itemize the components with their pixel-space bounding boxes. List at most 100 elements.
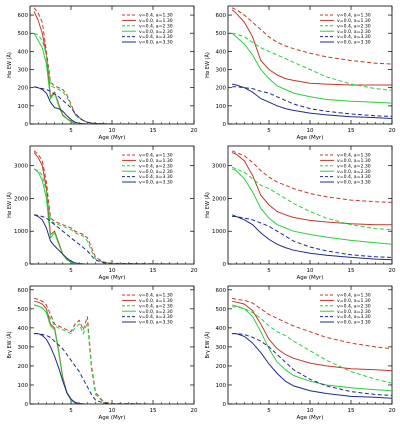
y-tick-label: 0 [223, 122, 227, 128]
series-line-4 [231, 168, 392, 245]
legend-entry: v=0.4, a=1.30 [337, 153, 371, 159]
y-axis-label: Hα EW (Å) [6, 192, 13, 218]
y-tick-label: 500 [18, 31, 29, 37]
x-tick-label: 10 [307, 128, 314, 134]
series-line-4 [231, 304, 392, 392]
x-tick-label: 20 [191, 128, 198, 134]
series-line-2 [231, 152, 392, 226]
x-tick-label: 5 [69, 268, 73, 274]
series-line-1 [231, 150, 392, 203]
y-tick-label: 100 [216, 383, 227, 389]
legend-entry: v=0.4, a=1.30 [139, 293, 173, 299]
y-axis-label: Brγ EW (Å) [6, 331, 13, 358]
series-line-1 [231, 297, 392, 350]
x-tick-label: 5 [267, 408, 271, 414]
y-tick-label: 300 [216, 345, 227, 351]
y-tick-label: 300 [18, 345, 29, 351]
series-line-1 [231, 7, 392, 65]
series-line-6 [232, 333, 392, 399]
legend: v=0.4, a=1.30v=0.0, a=1.30v=0.4, a=2.30v… [320, 13, 371, 46]
x-axis-label: Age (Myr) [99, 275, 126, 281]
y-tick-label: 200 [18, 364, 29, 370]
legend-entry: v=0.0, a=3.30 [337, 320, 371, 326]
x-tick-label: 10 [109, 268, 116, 274]
series-line-6 [33, 214, 194, 264]
x-tick-label: 20 [191, 408, 198, 414]
series-line-4 [33, 32, 194, 124]
series-line-2 [231, 9, 392, 86]
y-tick-label: 500 [216, 307, 227, 313]
series-group [231, 150, 392, 261]
legend-entry: v=0.0, a=1.30 [337, 18, 371, 24]
series-line-3 [231, 166, 392, 231]
x-tick-label: 5 [69, 408, 73, 414]
series-line-6 [231, 83, 392, 120]
legend-entry: v=0.4, a=2.30 [337, 303, 371, 309]
legend-entry: v=0.0, a=3.30 [139, 180, 173, 186]
y-tick-label: 600 [216, 288, 227, 294]
legend-entry: v=0.4, a=2.30 [337, 163, 371, 169]
x-tick-label: 15 [348, 408, 355, 414]
legend-entry: v=0.4, a=2.30 [139, 163, 173, 169]
x-tick-label: 10 [109, 408, 116, 414]
y-tick-label: 600 [18, 13, 29, 19]
y-tick-label: 0 [223, 402, 227, 408]
y-tick-label: 0 [25, 402, 29, 408]
legend-entry: v=0.0, a=2.30 [139, 29, 173, 35]
series-line-4 [33, 304, 194, 404]
legend-entry: v=0.4, a=1.30 [139, 153, 173, 159]
y-tick-label: 500 [18, 307, 29, 313]
y-tick-label: 2000 [212, 196, 226, 202]
series-line-6 [33, 86, 194, 124]
legend-entry: v=0.0, a=3.30 [337, 180, 371, 186]
x-tick-label: 15 [150, 128, 157, 134]
y-tick-label: 100 [18, 383, 29, 389]
chart-panel-3: 5 10 15 20 0 1000 2000 3000 Age (Myr) Hα EW (Å) v=… [6, 145, 198, 281]
x-tick-label: 20 [191, 268, 198, 274]
x-axis-label: Age (Myr) [297, 135, 324, 141]
y-tick-label: 300 [216, 68, 227, 74]
x-tick-label: 10 [307, 408, 314, 414]
series-group [231, 297, 392, 399]
y-tick-label: 300 [18, 68, 29, 74]
x-axis-label: Age (Myr) [297, 415, 324, 421]
x-axis-label: Age (Myr) [99, 415, 126, 421]
y-tick-label: 600 [216, 13, 227, 19]
y-tick-label: 100 [216, 104, 227, 110]
y-axis-label: Hα EW (Å) [6, 52, 13, 78]
x-tick-label: 15 [150, 408, 157, 414]
x-tick-label: 5 [267, 128, 271, 134]
y-tick-label: 100 [18, 104, 29, 110]
legend: v=0.4, a=1.30v=0.0, a=1.30v=0.4, a=2.30v… [320, 293, 371, 326]
legend-entry: v=0.4, a=1.30 [337, 13, 371, 19]
legend: v=0.4, a=1.30v=0.0, a=1.30v=0.4, a=2.30v… [122, 293, 173, 326]
series-line-4 [33, 168, 194, 264]
legend-entry: v=0.0, a=1.30 [139, 158, 173, 164]
x-tick-label: 20 [389, 128, 396, 134]
series-line-5 [232, 216, 392, 258]
y-axis-label: Brγ EW (Å) [204, 331, 211, 358]
y-tick-label: 500 [216, 31, 227, 37]
y-tick-label: 1000 [14, 229, 28, 235]
legend-entry: v=0.0, a=1.30 [337, 298, 371, 304]
legend-entry: v=0.4, a=2.30 [139, 23, 173, 29]
legend-entry: v=0.0, a=2.30 [337, 309, 371, 315]
legend-entry: v=0.4, a=1.30 [337, 293, 371, 299]
x-axis-label: Age (Myr) [297, 275, 324, 281]
legend-entry: v=0.0, a=1.30 [337, 158, 371, 164]
series-group [231, 7, 392, 120]
legend: v=0.4, a=1.30v=0.0, a=1.30v=0.4, a=2.30v… [122, 13, 173, 46]
series-line-2 [231, 300, 392, 372]
y-tick-label: 2000 [14, 196, 28, 202]
legend-entry: v=0.0, a=2.30 [139, 169, 173, 175]
y-tick-label: 400 [216, 326, 227, 332]
series-line-3 [33, 304, 194, 404]
x-tick-label: 15 [150, 268, 157, 274]
series-line-6 [231, 214, 392, 261]
y-tick-label: 1000 [212, 229, 226, 235]
y-tick-label: 600 [18, 288, 29, 294]
x-tick-label: 20 [389, 268, 396, 274]
y-tick-label: 400 [18, 326, 29, 332]
